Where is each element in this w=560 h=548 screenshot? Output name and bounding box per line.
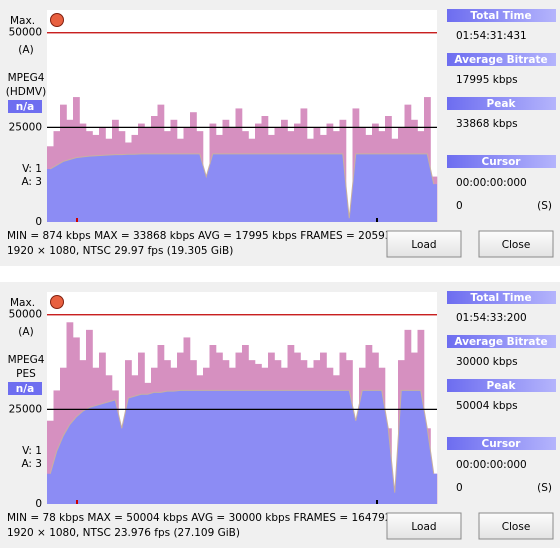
section-header bbox=[447, 335, 556, 348]
cursor-time: 00:00:00:000 bbox=[456, 459, 527, 471]
section-header bbox=[447, 155, 556, 168]
section-title: Cursor bbox=[481, 156, 521, 168]
cursor-time: 00:00:00:000 bbox=[456, 177, 527, 189]
info-value: 01:54:31:431 bbox=[456, 30, 527, 42]
y-tick-label: 50000 bbox=[9, 309, 42, 321]
format-line: 1920 × 1080, NTSC 29.97 fps (19.305 GiB) bbox=[7, 245, 233, 257]
section-header bbox=[447, 9, 556, 22]
format-line: 1920 × 1080, NTSC 23.976 fps (27.109 GiB… bbox=[7, 527, 240, 539]
average-line bbox=[49, 389, 435, 493]
audio-stream: A: 3 bbox=[21, 458, 42, 470]
button[interactable] bbox=[478, 230, 554, 258]
stats-line: MIN = 78 kbps MAX = 50004 kbps AVG = 300… bbox=[7, 512, 392, 524]
button-label[interactable]: Close bbox=[502, 239, 531, 251]
section-header bbox=[447, 437, 556, 450]
info-value: 01:54:33:200 bbox=[456, 312, 527, 324]
status-indicator bbox=[50, 13, 64, 27]
badge-background bbox=[8, 100, 42, 113]
peak-bar bbox=[53, 390, 61, 504]
info-value: 33868 kbps bbox=[456, 118, 518, 130]
max-label: Max. bbox=[10, 297, 35, 309]
info-value: 30000 kbps bbox=[456, 356, 518, 368]
info-value: 50004 kbps bbox=[456, 400, 518, 412]
y-tick-label: 0 bbox=[35, 498, 42, 510]
section-title: Peak bbox=[487, 98, 517, 110]
badge: n/a bbox=[16, 383, 34, 395]
section-title: Average Bitrate bbox=[454, 54, 547, 66]
status-indicator bbox=[50, 295, 64, 309]
format-sub: (HDMV) bbox=[6, 86, 46, 98]
format: MPEG4 bbox=[8, 72, 45, 84]
video-stream: V: 1 bbox=[22, 163, 42, 175]
button-label[interactable]: Load bbox=[411, 239, 436, 251]
badge: n/a bbox=[16, 101, 34, 113]
section-header bbox=[447, 53, 556, 66]
format-sub: PES bbox=[16, 368, 36, 380]
y-tick-label: 25000 bbox=[9, 403, 42, 415]
section-title: Average Bitrate bbox=[454, 336, 547, 348]
y-tick-label: 0 bbox=[35, 216, 42, 228]
peak-bar bbox=[47, 420, 54, 504]
button[interactable] bbox=[386, 512, 462, 540]
video-stream: V: 1 bbox=[22, 445, 42, 457]
cursor-unit: (S) bbox=[537, 200, 552, 212]
button-label[interactable]: Load bbox=[411, 521, 436, 533]
section-title: Total Time bbox=[470, 292, 531, 304]
section-header bbox=[447, 379, 556, 392]
section-title: Cursor bbox=[481, 438, 521, 450]
button-label[interactable]: Close bbox=[502, 521, 531, 533]
peak-bar bbox=[66, 322, 74, 504]
format: MPEG4 bbox=[8, 354, 45, 366]
section-title: Peak bbox=[487, 380, 517, 392]
y-tick-label: 50000 bbox=[9, 27, 42, 39]
max-label: Max. bbox=[10, 15, 35, 27]
section-title: Total Time bbox=[470, 10, 531, 22]
axis-unit: (A) bbox=[18, 326, 33, 338]
section-header bbox=[447, 291, 556, 304]
badge-background bbox=[8, 382, 42, 395]
button[interactable] bbox=[478, 512, 554, 540]
cursor-unit: (S) bbox=[537, 482, 552, 494]
average-area bbox=[47, 390, 437, 504]
stats-line: MIN = 874 kbps MAX = 33868 kbps AVG = 17… bbox=[7, 230, 398, 242]
info-value: 17995 kbps bbox=[456, 74, 518, 86]
axis-unit: (A) bbox=[18, 44, 33, 56]
average-area bbox=[47, 153, 437, 222]
section-header bbox=[447, 97, 556, 110]
cursor-position: 0 bbox=[456, 200, 463, 212]
cursor-position: 0 bbox=[456, 482, 463, 494]
button[interactable] bbox=[386, 230, 462, 258]
y-tick-label: 25000 bbox=[9, 121, 42, 133]
audio-stream: A: 3 bbox=[21, 176, 42, 188]
average-line bbox=[49, 153, 435, 219]
